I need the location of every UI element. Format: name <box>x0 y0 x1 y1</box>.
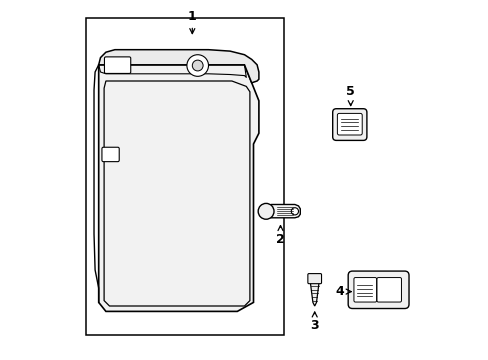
FancyBboxPatch shape <box>332 109 366 140</box>
FancyBboxPatch shape <box>353 278 376 302</box>
Circle shape <box>291 208 298 215</box>
Text: 5: 5 <box>346 85 354 105</box>
FancyBboxPatch shape <box>104 57 130 73</box>
Polygon shape <box>310 283 318 306</box>
Circle shape <box>186 55 208 76</box>
Polygon shape <box>265 204 300 218</box>
FancyBboxPatch shape <box>337 113 362 135</box>
FancyBboxPatch shape <box>347 271 408 309</box>
Bar <box>86 18 284 335</box>
Text: 1: 1 <box>187 10 196 33</box>
Circle shape <box>192 60 203 71</box>
Text: 4: 4 <box>335 285 350 298</box>
FancyBboxPatch shape <box>102 147 119 162</box>
FancyBboxPatch shape <box>376 278 401 302</box>
Text: 2: 2 <box>276 226 285 246</box>
Polygon shape <box>99 50 258 83</box>
FancyBboxPatch shape <box>307 274 321 284</box>
Polygon shape <box>99 65 258 311</box>
Text: 3: 3 <box>310 312 318 332</box>
Circle shape <box>258 203 273 219</box>
